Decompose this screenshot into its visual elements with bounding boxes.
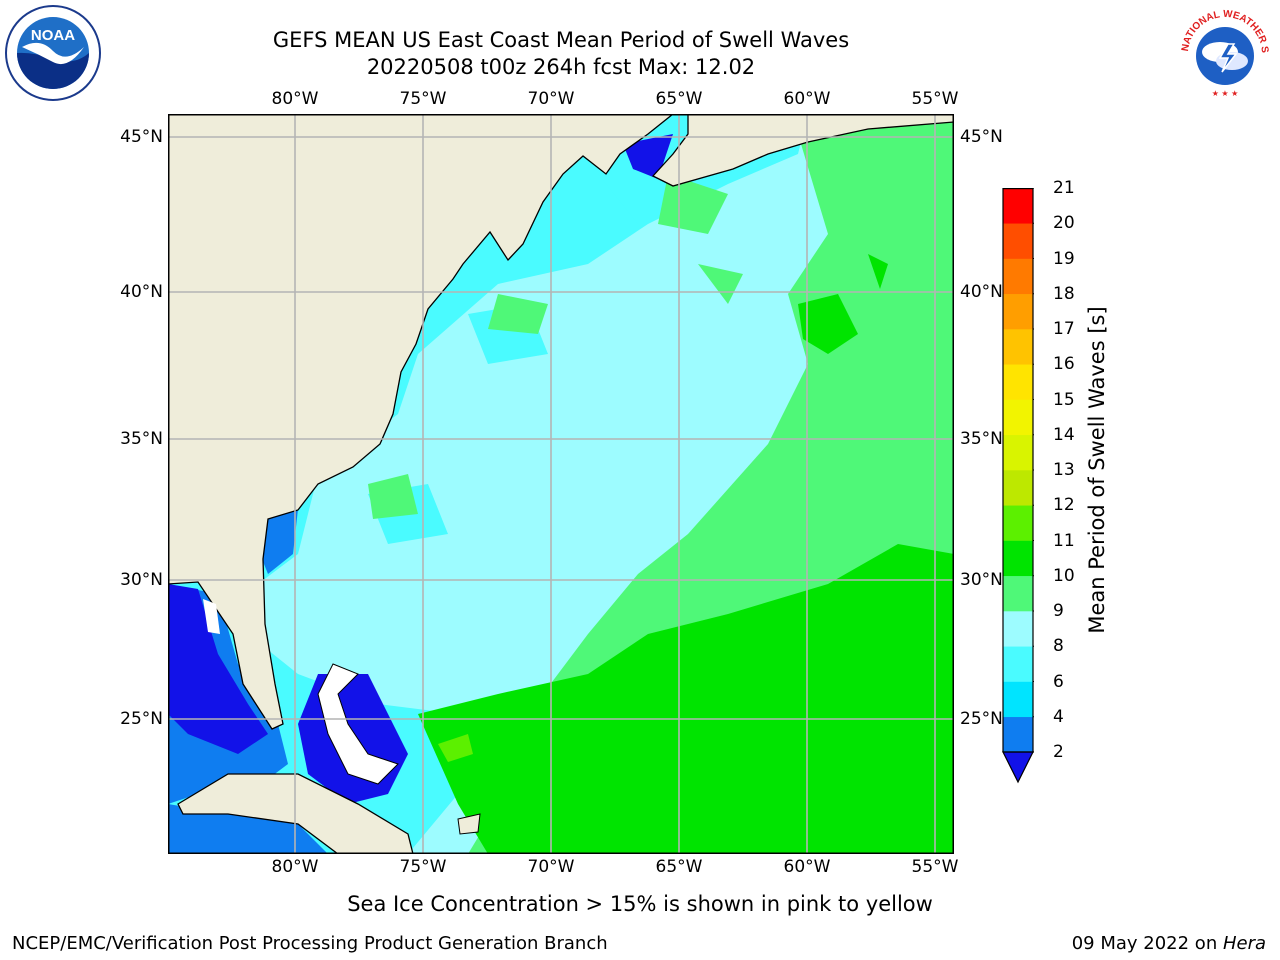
land-florida-keys-ice-void <box>203 599 220 634</box>
colorbar-level-label: 2 <box>1053 742 1064 762</box>
svg-text:NOAA: NOAA <box>31 27 75 44</box>
lon-tick-top-4: 65°W <box>655 89 703 109</box>
colorbar-band <box>1003 188 1033 224</box>
colorbar-band <box>1003 681 1033 718</box>
colorbar-band <box>1003 258 1033 295</box>
swell-zone-2-4-caribbean <box>168 804 328 854</box>
noaa-logo: NOAA <box>4 4 102 102</box>
footer-date: 09 May 2022 on <box>1071 933 1223 954</box>
lon-tick-bottom-6: 55°W <box>911 857 959 877</box>
colorbar-band <box>1003 611 1033 647</box>
lon-tick-bottom-4: 65°W <box>655 857 703 877</box>
colorbar-level-label: 11 <box>1053 530 1075 551</box>
colorbar-level-label: 17 <box>1053 319 1075 339</box>
lat-tick-left-3: 35°N <box>120 429 163 449</box>
lon-tick-top-3: 70°W <box>527 89 575 109</box>
colorbar-level-label: 20 <box>1053 213 1075 234</box>
map-frame <box>168 114 954 854</box>
colorbar-band <box>1003 223 1033 259</box>
colorbar-level-label: 6 <box>1053 671 1064 692</box>
swell-zone-6-8-b <box>368 174 638 544</box>
nws-logo-graphic: NATIONAL WEATHER SERVICE ★ ★ ★ <box>1176 6 1270 98</box>
lon-tick-bottom-1: 80°W <box>271 857 319 877</box>
swell-zone-10-11-spots <box>798 254 888 354</box>
colorbar-level-label: 16 <box>1053 354 1075 375</box>
lon-tick-bottom-3: 70°W <box>527 857 575 877</box>
colorbar-level-label: 14 <box>1053 424 1075 445</box>
colorbar-band <box>1003 434 1033 471</box>
lat-tick-left-4: 30°N <box>120 570 163 590</box>
colorbar-title: Mean Period of Swell Waves [s] <box>1085 306 1109 634</box>
sea-ice-caption: Sea Ice Concentration > 15% is shown in … <box>347 892 933 916</box>
lon-tick-bottom-5: 60°W <box>783 857 831 877</box>
lat-tick-left-5: 25°N <box>120 709 163 729</box>
colorbar-level-label: 4 <box>1053 706 1064 727</box>
land-nova-scotia <box>651 114 954 187</box>
lon-tick-top-1: 80°W <box>271 89 319 109</box>
colorbar-band <box>1003 716 1033 753</box>
svg-text:★ ★ ★: ★ ★ ★ <box>1212 89 1239 98</box>
colorbar-graphic <box>1002 188 1034 784</box>
colorbar-band <box>1003 470 1033 506</box>
graticule <box>168 114 954 854</box>
map-panel <box>168 114 954 854</box>
colorbar-band <box>1003 540 1033 577</box>
footer-credit: NCEP/EMC/Verification Post Processing Pr… <box>12 933 608 954</box>
lon-tick-top-2: 75°W <box>399 89 447 109</box>
noaa-logo-graphic: NOAA <box>5 5 101 101</box>
lon-tick-top-5: 60°W <box>783 89 831 109</box>
lat-tick-right-4: 30°N <box>960 570 1003 590</box>
colorbar-level-label: 10 <box>1053 565 1075 586</box>
colorbar-level-label: 8 <box>1053 636 1064 657</box>
colorbar-level-label: 21 <box>1053 178 1075 198</box>
lat-tick-right-3: 35°N <box>960 429 1003 449</box>
footer-machine: Hera <box>1222 933 1266 954</box>
colorbar-band <box>1003 293 1033 330</box>
colorbar-level-label: 15 <box>1053 389 1075 410</box>
swell-zone-under-gulf <box>168 584 268 754</box>
colorbar-under-arrow <box>1002 751 1034 784</box>
nws-logo: NATIONAL WEATHER SERVICE ★ ★ ★ <box>1176 6 1274 98</box>
lat-tick-right-1: 45°N <box>960 127 1003 147</box>
colorbar <box>1002 188 1034 784</box>
colorbar-level-label: 19 <box>1053 248 1075 269</box>
colorbar-level-label: 9 <box>1053 601 1064 621</box>
colorbar-level-label: 13 <box>1053 460 1075 480</box>
colorbar-band <box>1003 364 1033 400</box>
lat-tick-right-5: 25°N <box>960 709 1003 729</box>
lon-tick-top-6: 55°W <box>911 89 959 109</box>
swell-zone-9-10-spots <box>368 174 743 519</box>
colorbar-band <box>1003 575 1033 612</box>
colorbar-band <box>1003 505 1033 541</box>
swell-zone-11-12 <box>438 734 473 762</box>
chart-title-line1: GEFS MEAN US East Coast Mean Period of S… <box>272 28 850 52</box>
colorbar-band <box>1003 399 1033 436</box>
map-canvas <box>168 114 954 854</box>
land-hispaniola <box>457 813 481 835</box>
colorbar-level-label: 18 <box>1053 283 1075 304</box>
colorbar-level-label: 12 <box>1053 495 1075 516</box>
colorbar-band <box>1003 646 1033 682</box>
chart-title-line2: 20220508 t00z 264h fcst Max: 12.02 <box>366 55 756 79</box>
colorbar-band <box>1003 329 1033 365</box>
land-bahamas <box>317 663 399 785</box>
lon-tick-bottom-2: 75°W <box>399 857 447 877</box>
swell-zone-10-11 <box>418 544 954 854</box>
lat-tick-right-2: 40°N <box>960 282 1003 302</box>
lat-tick-left-1: 45°N <box>120 127 163 147</box>
lat-tick-left-2: 40°N <box>120 282 163 302</box>
footer-timestamp: 09 May 2022 on Hera <box>1072 933 1266 955</box>
